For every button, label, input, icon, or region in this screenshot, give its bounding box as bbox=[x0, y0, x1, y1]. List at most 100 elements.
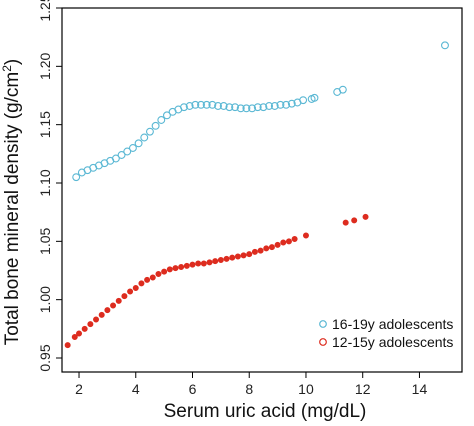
data-point bbox=[236, 104, 245, 113]
data-point bbox=[285, 238, 292, 245]
x-axis-title: Serum uric acid (mg/dL) bbox=[164, 401, 367, 422]
data-point bbox=[217, 256, 224, 263]
data-point bbox=[76, 330, 83, 337]
data-series bbox=[64, 41, 449, 349]
y-tick-label: 1.10 bbox=[37, 169, 53, 196]
data-point bbox=[242, 104, 251, 113]
y-tick-label: 1.00 bbox=[37, 286, 53, 313]
y-tick-label: 1.05 bbox=[37, 227, 53, 254]
data-point bbox=[87, 321, 94, 328]
data-point bbox=[263, 245, 270, 252]
data-point bbox=[93, 316, 100, 323]
data-point bbox=[71, 333, 78, 340]
data-point bbox=[240, 252, 247, 259]
data-point bbox=[157, 116, 166, 124]
data-point bbox=[212, 258, 219, 265]
y-axis: 0.95 1.00 1.05 1.10 1.15 1.20 1.25 bbox=[37, 0, 62, 372]
data-point bbox=[265, 102, 274, 110]
data-point bbox=[259, 103, 268, 112]
data-point bbox=[342, 219, 349, 226]
data-point bbox=[268, 244, 275, 251]
data-point bbox=[163, 111, 171, 120]
data-point bbox=[132, 284, 139, 291]
data-point bbox=[144, 276, 151, 283]
data-point bbox=[121, 293, 128, 300]
data-point bbox=[251, 248, 258, 255]
data-point bbox=[310, 93, 319, 102]
data-point bbox=[276, 100, 285, 109]
data-point bbox=[246, 251, 253, 258]
data-point bbox=[282, 100, 291, 109]
data-point bbox=[72, 173, 81, 182]
data-point bbox=[123, 147, 132, 156]
data-point bbox=[155, 270, 162, 277]
data-point bbox=[302, 232, 309, 239]
data-point bbox=[151, 121, 160, 130]
data-point bbox=[280, 239, 287, 246]
data-point bbox=[253, 103, 262, 112]
y-tick-label: 1.15 bbox=[37, 111, 53, 138]
data-point bbox=[191, 100, 200, 109]
data-point bbox=[110, 302, 117, 309]
data-point bbox=[178, 263, 185, 270]
data-point bbox=[180, 103, 188, 112]
data-point bbox=[134, 139, 143, 148]
data-point bbox=[223, 255, 230, 262]
y-axis-title-close: ) bbox=[2, 59, 23, 65]
y-axis-title: Total bone mineral density (g/cm2) bbox=[0, 59, 23, 346]
plot-frame bbox=[61, 7, 463, 373]
legend-marker-16-19y bbox=[319, 320, 327, 328]
y-axis-title-superscript: 2 bbox=[0, 65, 14, 72]
data-point bbox=[183, 262, 190, 269]
data-point bbox=[140, 133, 149, 142]
data-point bbox=[441, 41, 449, 50]
legend-label-16-19y: 16-19y adolescents bbox=[332, 316, 453, 332]
x-tick-label: 8 bbox=[245, 381, 253, 397]
data-point bbox=[138, 280, 145, 287]
plot-border bbox=[61, 7, 463, 373]
data-point bbox=[172, 265, 179, 272]
data-point bbox=[229, 254, 236, 261]
data-point bbox=[98, 311, 105, 318]
data-point bbox=[189, 261, 196, 268]
data-point bbox=[206, 259, 213, 266]
y-axis-title-main: Total bone mineral density (g/cm bbox=[2, 72, 23, 346]
data-point bbox=[202, 100, 211, 109]
data-point bbox=[231, 103, 239, 112]
y-tick-label: 1.20 bbox=[37, 52, 53, 79]
data-point bbox=[115, 297, 122, 304]
x-tick-label: 12 bbox=[355, 381, 371, 397]
data-point bbox=[104, 307, 111, 314]
x-tick-label: 6 bbox=[189, 381, 197, 397]
data-point bbox=[208, 100, 217, 109]
data-point bbox=[185, 102, 194, 110]
data-point bbox=[195, 260, 202, 267]
data-point bbox=[234, 253, 241, 260]
x-tick-label: 2 bbox=[75, 381, 83, 397]
data-point bbox=[225, 103, 234, 112]
x-tick-label: 4 bbox=[132, 381, 140, 397]
data-point bbox=[299, 96, 308, 105]
data-point bbox=[338, 85, 347, 94]
data-point bbox=[149, 274, 156, 281]
data-point bbox=[248, 104, 257, 113]
data-point bbox=[127, 288, 134, 295]
data-point bbox=[257, 247, 264, 254]
series-1 bbox=[64, 213, 369, 349]
y-tick-label: 1.25 bbox=[37, 0, 53, 22]
data-point bbox=[145, 127, 154, 136]
data-point bbox=[291, 235, 298, 242]
data-point bbox=[111, 154, 120, 163]
data-point bbox=[270, 102, 279, 110]
data-point bbox=[287, 99, 296, 108]
data-point bbox=[351, 217, 358, 224]
data-point bbox=[197, 100, 205, 109]
data-point bbox=[161, 268, 168, 275]
data-point bbox=[128, 144, 137, 152]
legend-label-12-15y: 12-15y adolescents bbox=[332, 334, 453, 350]
data-point bbox=[64, 342, 71, 349]
y-tick-label: 0.95 bbox=[37, 344, 53, 371]
x-tick-label: 10 bbox=[298, 381, 314, 397]
x-axis: 2 4 6 8 10 12 14 bbox=[75, 372, 427, 397]
